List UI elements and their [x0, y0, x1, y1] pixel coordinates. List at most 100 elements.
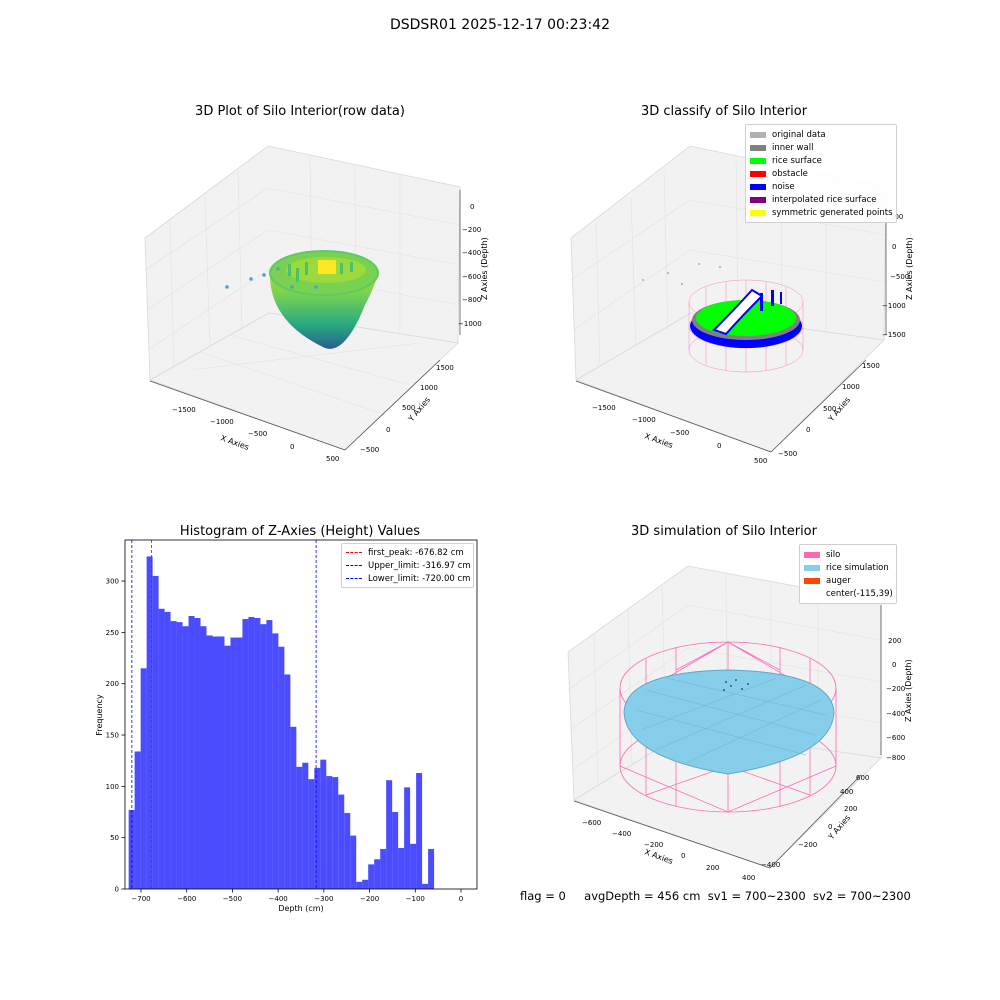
p4-ztick: 200 [888, 637, 901, 645]
p4-ytick: 400 [840, 788, 853, 796]
histogram-bar [356, 881, 363, 889]
histogram-xlabel: Depth (cm) [278, 904, 323, 913]
p1-ztick: −800 [462, 296, 481, 304]
p1-ztick: −1000 [458, 320, 482, 328]
histogram-xtick-label: −400 [269, 895, 288, 903]
p4-ytick: 600 [856, 774, 869, 782]
histogram-bar [308, 779, 315, 889]
histogram-bar [206, 635, 213, 889]
p2-ytick: 1500 [862, 362, 880, 370]
swatch-icon [804, 577, 820, 584]
swatch-icon [750, 131, 766, 138]
histogram-bar [248, 616, 255, 889]
histogram-ytick-label: 200 [106, 680, 119, 688]
histogram-ytick-label: 50 [110, 834, 119, 842]
histogram-ytick-label: 250 [106, 629, 119, 637]
histogram-bar [176, 622, 183, 889]
dashed-line-icon [346, 578, 362, 579]
p4-zlabel: Z Axies (Depth) [904, 659, 913, 722]
p2-legend-item: obstacle [750, 167, 892, 180]
figure-suptitle: DSDSR01 2025-12-17 00:23:42 [389, 17, 610, 33]
p1-scatter-cloud [225, 250, 379, 349]
histogram-bar [296, 766, 303, 889]
histogram-bar [212, 636, 219, 889]
histogram-bar [224, 645, 231, 889]
histogram-bar [332, 777, 339, 889]
p2-xtick: 500 [754, 457, 767, 465]
flag-text: flag = 0 [520, 889, 566, 903]
histogram-bar [338, 794, 345, 889]
p1-ytick: 1500 [436, 364, 454, 372]
histogram-bar [158, 608, 165, 889]
p4-ytick: 0 [828, 823, 832, 831]
histogram-bar [314, 767, 321, 889]
p4-simulation [619, 641, 837, 813]
p4-legend-item: rice simulation [804, 561, 892, 574]
legend-item-upper-limit: Upper_limit: -316.97 cm [346, 559, 471, 572]
p2-ytick: 500 [823, 405, 836, 413]
p4-legend-item: center(-115,39) [804, 587, 893, 600]
histogram-bar [350, 835, 357, 889]
status-footer: flag = 0 avgDepth = 456 cm sv1 = 700~230… [520, 889, 911, 903]
histogram-bar [164, 611, 171, 889]
p4-ztick: −200 [886, 685, 905, 693]
histogram-bar [146, 556, 153, 889]
p2-legend-item: inner wall [750, 141, 892, 154]
avg-depth-text: avgDepth = 456 cm [584, 889, 701, 903]
histogram-bar [386, 780, 393, 889]
p4-ytick: −200 [798, 841, 817, 849]
panel1-3d-plot: −1500 −1000 −500 0 500 −500 0 500 1000 1… [144, 145, 489, 463]
p2-ztick: −1500 [882, 331, 906, 339]
swatch-icon [750, 196, 766, 203]
p2-legend-item: noise [750, 180, 892, 193]
panel1-title: 3D Plot of Silo Interior(row data) [195, 104, 405, 119]
histogram-bar [290, 726, 297, 889]
dashed-line-icon [346, 552, 362, 553]
histogram-ytick-label: 0 [115, 886, 119, 894]
p4-xtick: −200 [644, 841, 663, 849]
p4-ytick: −400 [761, 861, 780, 869]
histogram-bar [134, 751, 141, 889]
histogram-bar [410, 843, 417, 889]
histogram-bar [398, 847, 405, 889]
p1-ztick: 0 [470, 203, 474, 211]
histogram-bar [416, 773, 423, 889]
p4-ytick: 200 [844, 805, 857, 813]
histogram-vlines [131, 540, 317, 889]
histogram-bar [218, 636, 225, 889]
histogram-bar [380, 848, 387, 889]
histogram-bar [374, 859, 381, 889]
p1-ytick: 500 [402, 404, 415, 412]
p4-legend-item: auger [804, 574, 892, 587]
histogram-xticks: −700 −600 −500 −400 −300 −200 −100 0 [131, 889, 463, 903]
p2-legend-item: interpolated rice surface [750, 193, 892, 206]
histogram-ylabel: Frequency [95, 694, 104, 736]
histogram-bar [230, 637, 237, 889]
p4-xtick: 200 [706, 864, 719, 872]
histogram-ytick-label: 150 [106, 732, 119, 740]
p1-ztick: −200 [462, 226, 481, 234]
p4-xlabel: X Axies [643, 847, 674, 866]
histogram-frame [124, 539, 478, 890]
p2-ytick: −500 [778, 450, 797, 458]
histogram-xtick-label: −600 [177, 895, 196, 903]
histogram-legend: first_peak: -676.82 cm Upper_limit: -316… [341, 543, 474, 588]
histogram-bar [200, 626, 207, 889]
histogram-bar [260, 624, 267, 889]
p2-ztick: −1000 [882, 302, 906, 310]
panel3-title: Histogram of Z-Axies (Height) Values [179, 524, 421, 539]
histogram-bar [284, 674, 291, 889]
p2-xtick: −500 [670, 429, 689, 437]
histogram-bar [320, 759, 327, 889]
panel4-title: 3D simulation of Silo Interior [631, 524, 817, 539]
histogram-bar [182, 626, 189, 889]
p2-xtick: 0 [717, 442, 721, 450]
panel2-title: 3D classify of Silo Interior [640, 104, 808, 119]
swatch-icon [750, 144, 766, 151]
p1-ytick: 1000 [420, 384, 438, 392]
swatch-icon [750, 170, 766, 177]
histogram-ytick-label: 100 [106, 783, 119, 791]
histogram-xtick-label: −300 [314, 895, 333, 903]
p4-ztick: 0 [892, 661, 896, 669]
p2-classified-cloud [642, 263, 804, 373]
